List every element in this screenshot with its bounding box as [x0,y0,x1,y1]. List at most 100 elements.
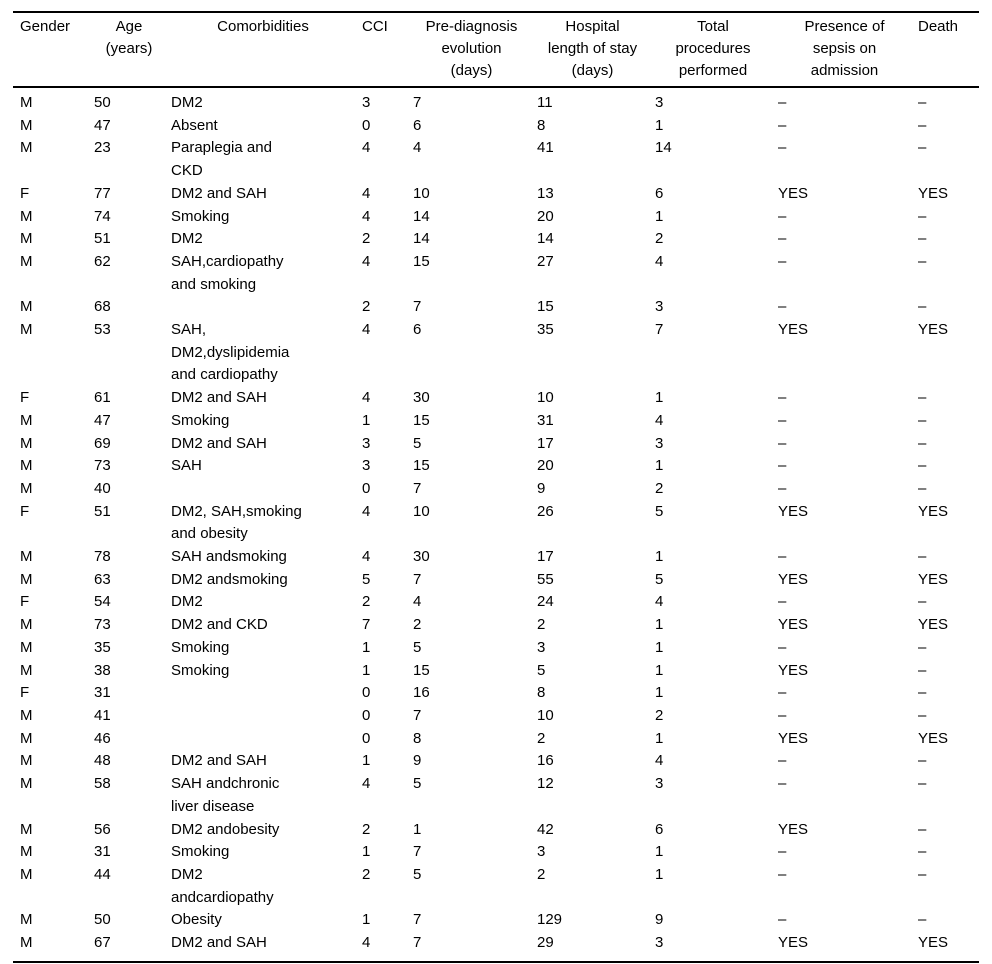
table-cell: 4 [655,752,664,770]
table-cell: DM2 and SAH [171,752,267,770]
table-cell: 6 [413,321,422,339]
table-cell: YES [778,820,809,838]
table-cell: YES [778,934,809,952]
table-cell: 20 [537,457,554,475]
table-cell: – [918,706,927,724]
table-cell: 2 [362,593,371,611]
table-cell: 1 [362,638,371,656]
table-cell: 67 [94,934,111,952]
table-cell: 8 [413,729,422,747]
table-cell: DM2 [171,94,203,111]
table-cell: DM2 andcardiopathy [171,865,274,906]
table-cell: 62 [94,252,111,270]
table-cell: 3 [362,94,371,111]
table-cell: SAH, DM2,dyslipidemia and cardiopathy [171,321,290,384]
table-cell: – [918,843,927,861]
table-cell: M [20,207,33,225]
table-cell: 6 [413,116,422,134]
table-cell: 11 [537,94,553,111]
table-cell: 51 [94,230,111,248]
table-row: M 62 SAH,cardiopathy and smoking 4 15 27 4 – – [13,251,979,296]
table-cell: Smoking [171,207,230,225]
table-cell: Smoking [171,661,230,679]
table-cell: Smoking [171,638,230,656]
table-cell: 38 [94,661,111,679]
table-row: M 46 0 8 2 1 YES YES [13,728,979,751]
table-cell: 1 [655,638,664,656]
table-cell: 129 [537,911,563,929]
table-cell: YES [918,570,949,588]
table-cell: – [918,298,927,316]
table-cell: 3 [537,843,546,861]
table-cell: F [20,593,30,611]
table-cell: 10 [413,184,430,202]
table-cell: 15 [413,457,430,475]
table-cell: 16 [537,752,554,770]
table-cell: – [918,911,927,929]
table-header-row: Gender Age (years) Comorbidities CCI Pre… [13,12,979,87]
table-cell: 5 [655,502,664,520]
table-row: M 69 DM2 and SAH 3 5 17 3 – – [13,433,979,456]
table-cell: DM2, SAH,smoking and obesity [171,502,302,543]
table-row: M 56 DM2 andobesity 2 1 42 6 YES – [13,819,979,842]
table-row: M 44 DM2 andcardiopathy 2 5 2 1 – – [13,864,979,909]
table-cell: 77 [94,184,111,202]
table-cell: 2 [537,616,546,634]
table-cell: 14 [537,230,554,248]
table-cell: 47 [94,116,111,134]
table-cell: YES [918,616,949,634]
table-cell: 4 [362,775,371,793]
table-cell: 2 [362,230,371,248]
table-cell: 3 [362,434,371,452]
table-cell: 7 [362,616,371,634]
table-cell: 0 [362,684,371,702]
table-cell: 50 [94,94,111,111]
table-row: M 68 2 7 15 3– – [13,296,979,319]
column-header-age: Age (years) [105,18,153,57]
table-cell: 3 [655,775,664,793]
column-header-sepsis-on-admission: Presence of sepsis on admission [804,18,885,79]
table-cell: 4 [362,548,371,566]
table-cell: 3 [537,638,546,656]
column-header-death: Death [918,18,959,35]
table-cell: M [20,94,33,111]
table-cell: 69 [94,434,111,452]
table-cell: 3 [655,94,664,111]
table-cell: – [778,230,787,248]
table-cell: – [778,411,787,429]
table-cell [164,478,355,501]
table-cell: 2 [362,865,371,883]
table-cell: – [918,230,927,248]
table-cell: – [778,479,787,497]
table-cell: M [20,411,33,429]
table-cell: 10 [537,389,554,407]
table-cell: – [778,911,787,929]
table-cell: YES [778,729,809,747]
table-cell: 54 [94,593,111,611]
table-cell: – [918,479,927,497]
table-cell: 35 [537,321,554,339]
table-cell: M [20,570,33,588]
table-cell: 7 [413,911,422,929]
table-cell: M [20,661,33,679]
table-cell: DM2 [171,593,203,611]
table-cell: 7 [413,843,422,861]
table-cell: – [778,593,787,611]
table-cell: 0 [362,706,371,724]
table-cell: 2 [655,706,664,724]
table-row: M 50 DM2 3 7 11 3 – – [13,87,979,115]
table-cell: SAH [171,457,202,475]
table-cell: 15 [537,298,554,316]
table-cell: 47 [94,411,111,429]
table-cell: – [918,457,927,475]
table-cell: YES [778,616,809,634]
table-cell: 17 [537,434,554,452]
table-cell: – [778,252,787,270]
table-cell: 41 [94,706,111,724]
table-cell: Smoking [171,843,230,861]
table-row: M 31 Smoking 1 7 3 1– – [13,841,979,864]
table-cell: 15 [413,411,430,429]
table-cell: 1 [655,865,664,883]
column-header-comorbidities: Comorbidities [217,18,309,35]
table-row: M 47 Smoking 1 15 31 4 – – [13,410,979,433]
